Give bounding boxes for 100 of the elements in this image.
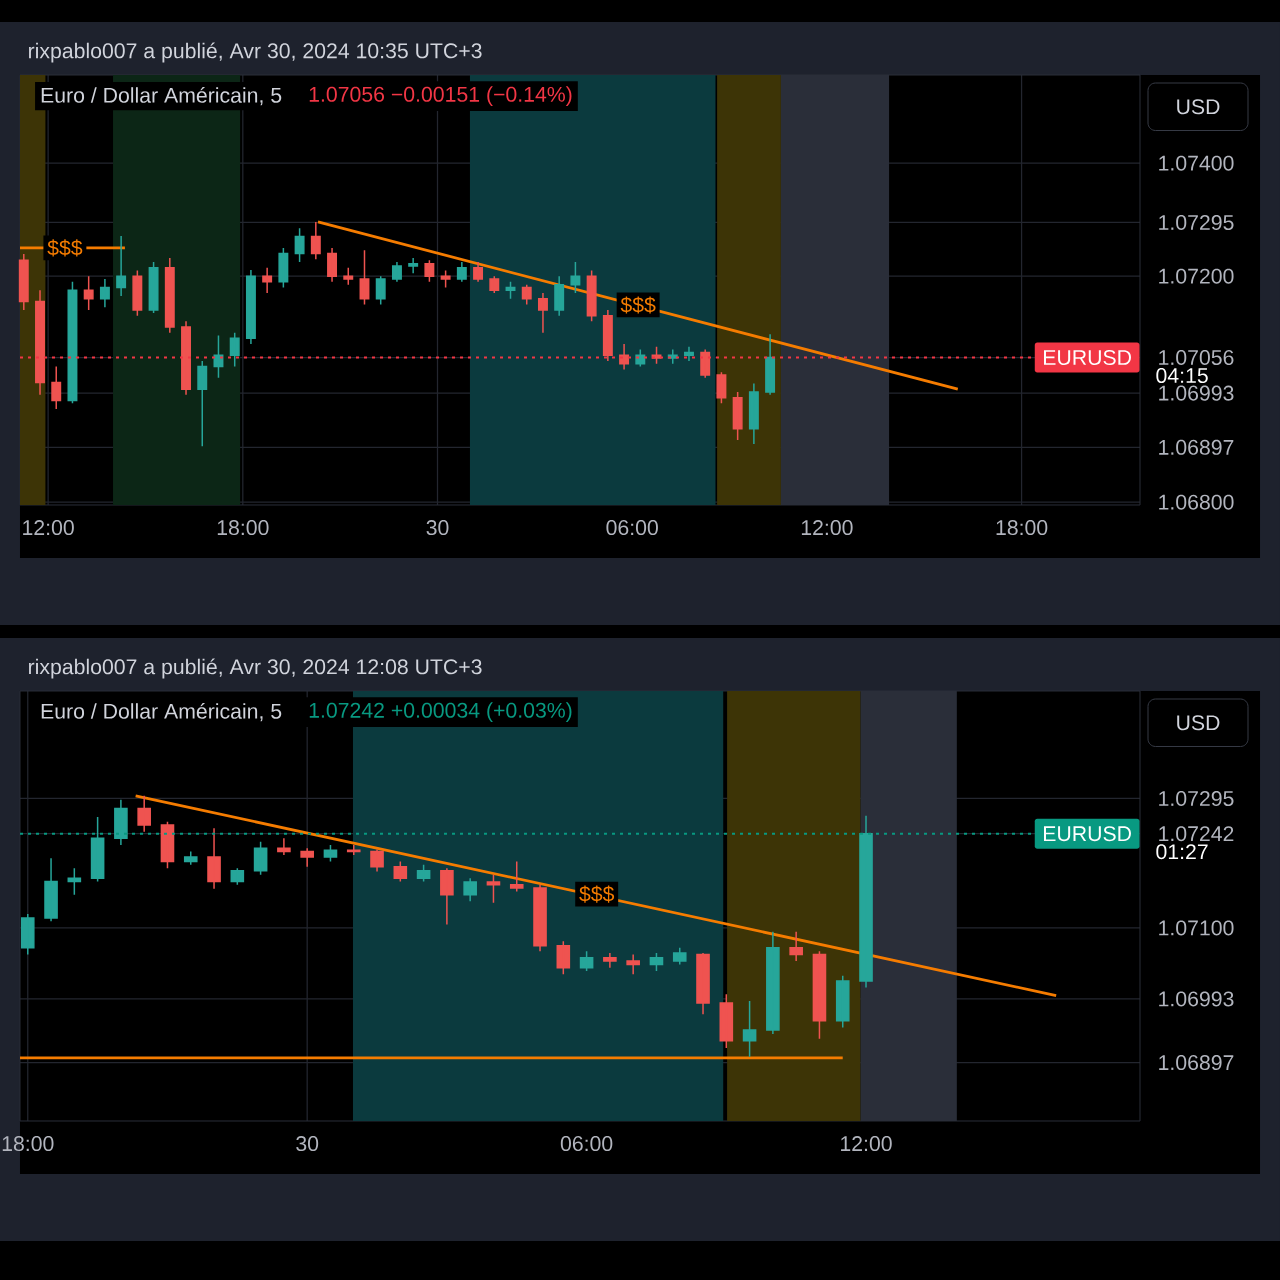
candlestick [509, 860, 524, 893]
chart-title: Euro / Dollar Américain, 5 [41, 702, 282, 722]
x-tick-label: 18:00 [217, 520, 269, 536]
candlestick [440, 867, 454, 926]
candlestick [521, 283, 532, 306]
candlestick [262, 266, 273, 294]
x-tick-label: 18:00 [996, 520, 1048, 536]
candlestick [370, 848, 384, 873]
candlestick [310, 221, 321, 260]
candlestick [537, 292, 548, 334]
x-tick-label: 30 [426, 520, 449, 536]
candlestick [181, 320, 191, 396]
candlestick [278, 247, 289, 289]
annotation: $$$ [47, 239, 83, 257]
y-tick-label: 1.06897 [1159, 439, 1234, 455]
x-tick-label: 30 [296, 1136, 319, 1152]
candlestick [137, 795, 151, 833]
x-tick-label: 12:00 [801, 520, 853, 536]
candlestick [570, 261, 581, 294]
annotation: $$$ [620, 296, 656, 314]
candlestick [245, 269, 256, 345]
candlestick [44, 857, 58, 923]
text: 04:15 [1156, 368, 1208, 384]
candlestick [391, 261, 402, 283]
candlestick [533, 884, 547, 952]
x-tick-label: 06:00 [560, 1136, 613, 1152]
y-axis-title: USD [1177, 99, 1220, 115]
candlestick [393, 860, 408, 883]
y-tick-label: 1.07400 [1159, 155, 1234, 171]
candlestick [343, 266, 354, 286]
candlestick [67, 281, 78, 405]
candlestick [230, 867, 245, 886]
candlestick [424, 259, 435, 283]
y-tick-label: 1.07056 [1159, 350, 1234, 366]
x-tick-label: 12:00 [23, 520, 74, 536]
candlestick [667, 348, 678, 365]
ref-line-label: EURUSD [1044, 350, 1131, 366]
candlestick [556, 940, 571, 976]
candlestick [83, 275, 94, 311]
candlestick [505, 281, 516, 300]
candlestick [99, 278, 110, 308]
y-axis-title: USD [1177, 715, 1220, 731]
candlestick [748, 382, 759, 445]
candlestick [51, 365, 62, 410]
y-tick-label: 1.07295 [1159, 791, 1234, 807]
candlestick [229, 331, 240, 368]
candlestick [440, 269, 451, 289]
candlestick [67, 867, 82, 896]
y-tick-label: 1.07100 [1159, 920, 1234, 936]
candlestick [602, 309, 613, 362]
candlestick [375, 275, 386, 306]
candlestick [132, 269, 143, 317]
candlestick [114, 799, 128, 846]
y-tick-label: 1.06993 [1159, 991, 1234, 1007]
text: rixpablo007 a publié, Avr 30, 2024 12:08 UTC+3 [28, 658, 482, 679]
candlestick [323, 844, 338, 863]
candlestick [463, 877, 477, 903]
candlestick [164, 257, 175, 334]
candlestick [327, 247, 338, 283]
candlestick [18, 253, 29, 311]
candlestick [197, 360, 208, 447]
chart-subtitle: 1.07056 −0.00151 (−0.14%) [309, 86, 572, 107]
candlestick [812, 950, 827, 1040]
candlestick [716, 371, 727, 405]
candlestick [20, 913, 35, 956]
candlestick [148, 261, 159, 314]
x-tick-label: 12:00 [841, 1136, 892, 1152]
candlestick [489, 275, 500, 294]
candlestick [554, 275, 565, 317]
candlestick [456, 261, 467, 283]
candlestick [586, 269, 597, 323]
candlestick [835, 974, 850, 1029]
candlestick [696, 952, 710, 1015]
candlestick [732, 391, 743, 441]
candlestick [649, 952, 664, 972]
chart-subtitle: 1.07242 +0.00034 (+0.03%) [309, 702, 572, 723]
x-tick-label: 06:00 [606, 520, 658, 536]
y-tick-label: 1.06897 [1159, 1055, 1234, 1071]
candlestick [473, 261, 484, 283]
x-tick-label: 18:00 [2, 1136, 54, 1152]
candlestick [603, 952, 617, 969]
y-tick-label: 1.07295 [1159, 214, 1234, 230]
candlestick [579, 950, 594, 972]
y-tick-label: 1.06800 [1159, 494, 1234, 510]
candlestick [116, 235, 127, 297]
annotation: $$$ [579, 885, 615, 903]
candlestick [183, 850, 198, 866]
candlestick [416, 864, 431, 883]
candlestick [35, 289, 45, 396]
y-tick-label: 1.07200 [1159, 268, 1234, 284]
candlestick [626, 953, 640, 976]
candlestick [859, 815, 873, 989]
ref-line-label: EURUSD [1044, 826, 1131, 842]
candlestick [277, 837, 291, 856]
y-tick-label: 1.06993 [1159, 385, 1234, 401]
candlestick [359, 249, 370, 306]
candlestick [766, 931, 780, 1035]
candlestick [742, 1000, 757, 1058]
candlestick [619, 343, 630, 371]
candlestick [672, 947, 687, 966]
